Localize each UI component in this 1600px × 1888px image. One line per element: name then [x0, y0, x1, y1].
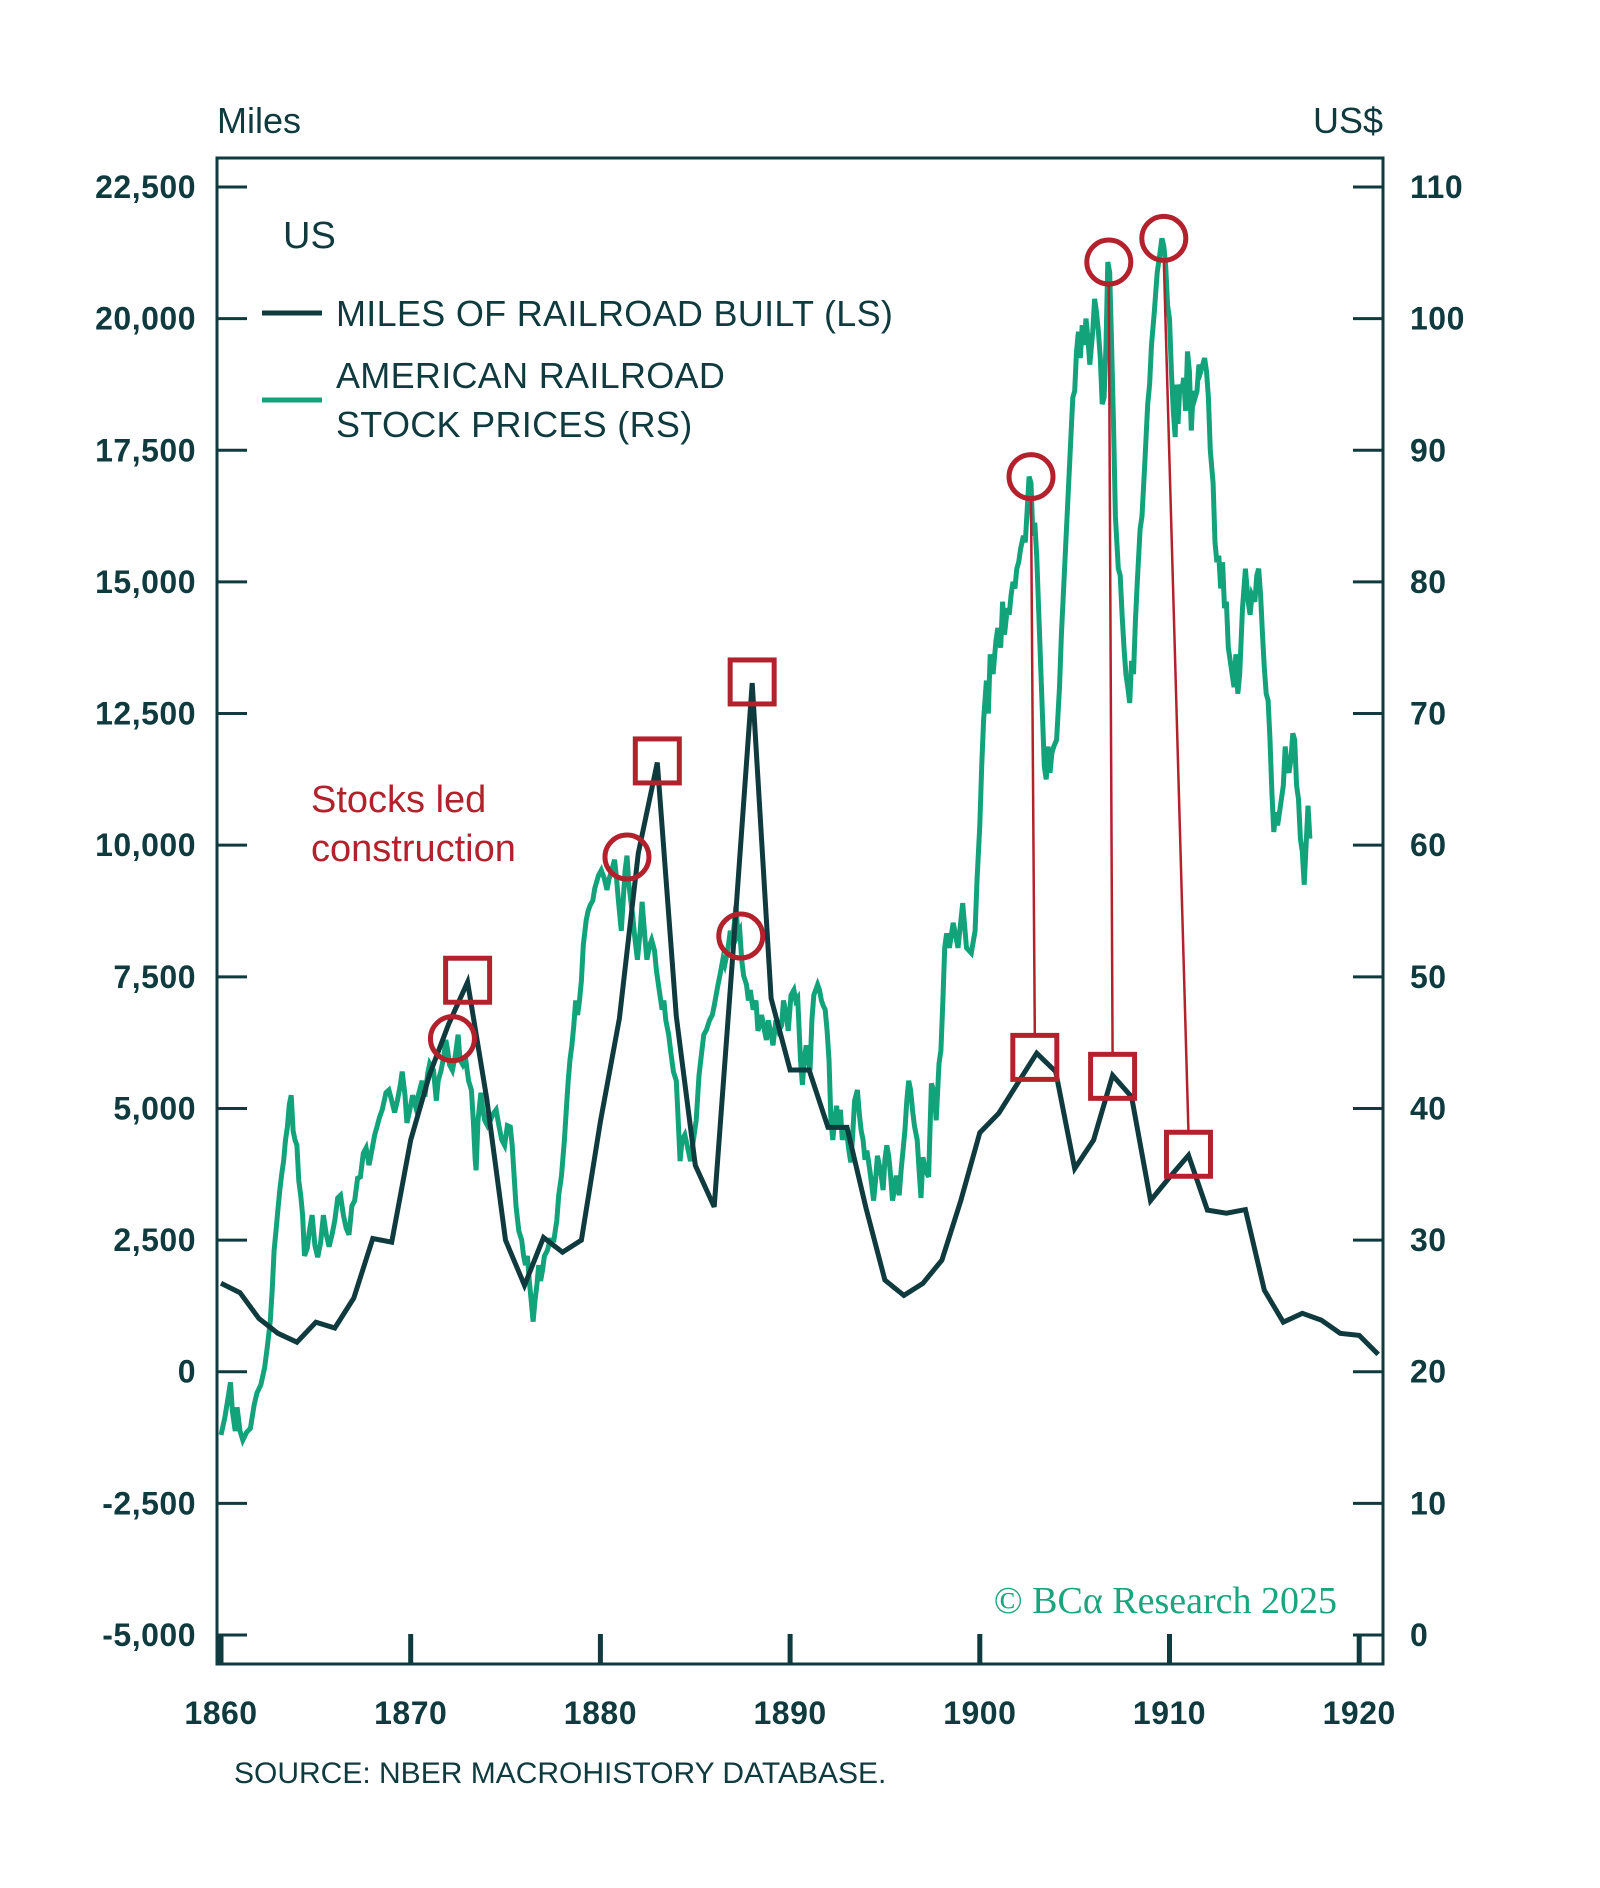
right-tick-label: 0	[1410, 1617, 1428, 1653]
right-tick-label: 30	[1410, 1222, 1447, 1258]
left-tick-label: 15,000	[95, 564, 196, 600]
series-line-miles	[219, 682, 1380, 1357]
left-tick-label: -5,000	[102, 1617, 196, 1653]
connector-line	[1107, 284, 1114, 1055]
peak-circle-marker	[1006, 452, 1056, 502]
left-tick-label: 12,500	[95, 696, 196, 732]
left-tick-label: 17,500	[95, 432, 196, 468]
right-tick-label: 70	[1410, 696, 1447, 732]
peak-square-marker	[1088, 1051, 1138, 1101]
peak-circle-marker	[716, 911, 766, 961]
left-tick-label: 22,500	[95, 169, 196, 205]
x-tick-label: 1920	[1323, 1695, 1396, 1731]
right-tick-label: 100	[1410, 301, 1465, 337]
peak-square-marker	[443, 955, 493, 1005]
annotation-text-line1: Stocks led	[311, 779, 486, 821]
legend-label-stocks-line2: STOCK PRICES (RS)	[336, 404, 693, 445]
series-layer	[218, 237, 1380, 1448]
annotation-text-line2: construction	[311, 828, 516, 870]
legend: MILES OF RAILROAD BUILT (LS) AMERICAN RA…	[262, 293, 893, 445]
left-tick-label: 5,000	[113, 1090, 196, 1126]
peak-circle-marker	[602, 832, 652, 882]
x-tick-label: 1910	[1133, 1695, 1206, 1731]
left-tick-label: 20,000	[95, 301, 196, 337]
copyright: © BCα Research 2025	[994, 1580, 1337, 1622]
plot-frame	[215, 156, 1385, 1666]
right-tick-label: 40	[1410, 1090, 1447, 1126]
peak-square-marker	[727, 657, 777, 707]
right-tick-label: 20	[1410, 1354, 1447, 1390]
x-tick-label: 1880	[564, 1695, 637, 1731]
right-tick-label: 10	[1410, 1485, 1447, 1521]
left-tick-label: 2,500	[113, 1222, 196, 1258]
x-tick-label: 1890	[754, 1695, 827, 1731]
right-tick-label: 110	[1410, 169, 1463, 205]
connector-line	[1162, 260, 1190, 1133]
x-tick-label: 1870	[374, 1695, 447, 1731]
peak-square-marker	[1010, 1032, 1060, 1082]
legend-label-stocks-line1: AMERICAN RAILROAD	[336, 355, 725, 396]
left-tick-label: 10,000	[95, 827, 196, 863]
peak-circle-marker	[1139, 213, 1189, 263]
left-tick-label: 7,500	[113, 959, 196, 995]
peak-circle-marker	[1084, 237, 1134, 287]
right-tick-label: 60	[1410, 827, 1447, 863]
x-axis-ticks: 1860 1870 1880 1890 1900 1910 1920	[184, 1634, 1395, 1731]
legend-label-miles: MILES OF RAILROAD BUILT (LS)	[336, 293, 893, 334]
right-tick-label: 50	[1410, 959, 1447, 995]
x-tick-label: 1900	[943, 1695, 1016, 1731]
peak-square-marker	[632, 736, 682, 786]
right-axis-title: US$	[1313, 100, 1383, 141]
left-axis-ticks: 22,500 20,000 17,500 15,000 12,500 10,000 7,50…	[95, 169, 247, 1653]
peak-circle-marker	[427, 1014, 477, 1064]
connector-line	[1029, 498, 1037, 1036]
series-line-stock-prices	[218, 237, 1313, 1448]
right-tick-label: 90	[1410, 432, 1447, 468]
left-axis-title: Miles	[217, 100, 301, 141]
x-tick-label: 1860	[184, 1695, 257, 1731]
left-tick-label: -2,500	[102, 1485, 196, 1521]
left-tick-label: 0	[178, 1354, 196, 1390]
source-note: SOURCE: NBER MACROHISTORY DATABASE.	[234, 1757, 886, 1790]
region-label: US	[283, 215, 336, 257]
annotation-layer	[427, 213, 1213, 1179]
peak-square-marker	[1163, 1129, 1213, 1179]
right-tick-label: 80	[1410, 564, 1447, 600]
